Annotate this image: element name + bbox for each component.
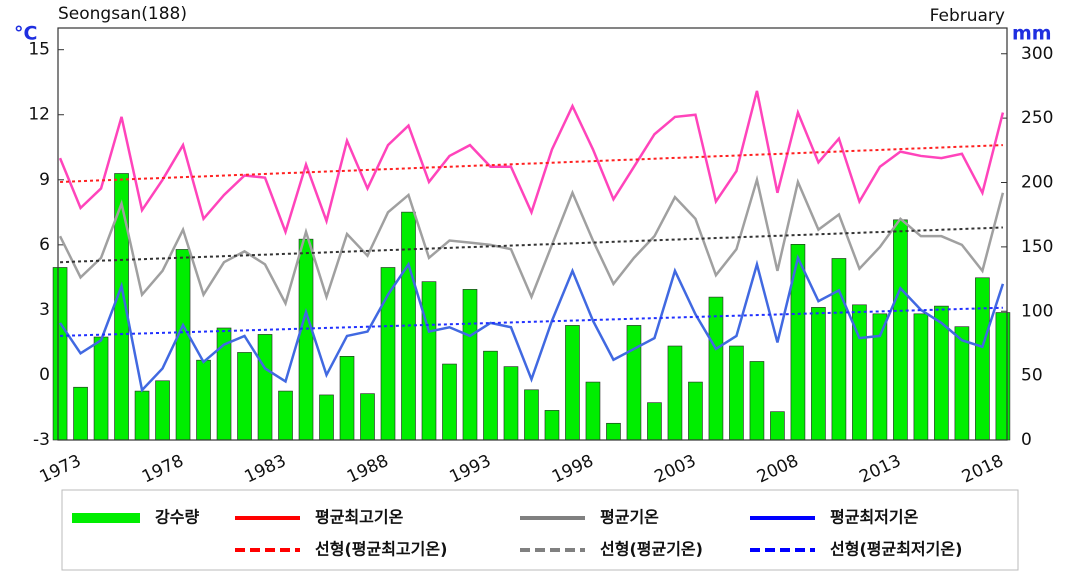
bar <box>708 296 724 441</box>
trend-line <box>60 226 1003 264</box>
y-tick-label: 3 <box>39 300 50 320</box>
bar <box>462 289 478 441</box>
legend-label: 선형(평균기온) <box>600 540 703 559</box>
bar <box>749 361 765 441</box>
x-tick-label: 1988 <box>344 451 392 487</box>
y-axis-unit: °C <box>14 23 37 45</box>
bar <box>360 393 375 441</box>
bar <box>442 363 457 441</box>
bar <box>52 267 68 441</box>
bar <box>585 381 601 441</box>
bar <box>811 307 826 441</box>
y2-tick-label: 200 <box>1021 173 1053 193</box>
plot-frame <box>57 27 1008 441</box>
y2-tick-label: 300 <box>1021 44 1053 64</box>
bar <box>647 402 662 441</box>
bar <box>339 356 355 441</box>
trend-line <box>60 144 1003 183</box>
y2-tick-label: 250 <box>1021 108 1053 128</box>
bar <box>626 325 642 441</box>
bar <box>155 380 170 441</box>
bar <box>196 359 211 441</box>
y2-tick-label: 50 <box>1021 366 1043 386</box>
legend-label: 선형(평균최고기온) <box>315 540 447 559</box>
trend-line <box>60 306 1003 337</box>
chart-subtitle: February <box>930 6 1005 26</box>
y-tick-label: 9 <box>39 170 50 190</box>
legend-swatch <box>72 513 140 523</box>
bar <box>93 336 109 441</box>
y-tick-label: 0 <box>39 365 50 385</box>
bar <box>483 350 498 441</box>
x-tick-label: 2018 <box>959 451 1007 487</box>
x-tick-label: 2008 <box>754 451 802 487</box>
legend-label: 평균기온 <box>600 508 659 527</box>
bar <box>606 422 621 441</box>
y-tick-label: 6 <box>39 235 50 255</box>
legend-label: 강수량 <box>155 508 199 527</box>
legend-box <box>61 489 1019 571</box>
y2-axis-unit: mm <box>1012 23 1052 45</box>
bar <box>995 312 1011 441</box>
bar <box>565 325 580 441</box>
bar <box>667 345 683 441</box>
bar <box>278 390 293 441</box>
y-tick-label: 12 <box>28 105 50 125</box>
bar <box>503 366 519 441</box>
bar <box>688 381 703 441</box>
bar <box>73 386 88 441</box>
y-tick-label: 15 <box>28 40 50 60</box>
x-tick-label: 1973 <box>37 451 85 487</box>
bar <box>831 258 847 441</box>
bar <box>237 352 252 441</box>
bar <box>175 249 191 441</box>
chart-title: Seongsan(188) <box>58 4 187 24</box>
legend-label: 평균최고기온 <box>315 508 404 527</box>
legend-label: 선형(평균최저기온) <box>830 540 962 559</box>
bar <box>134 390 150 441</box>
bar <box>954 326 970 441</box>
bar <box>298 238 314 441</box>
bar <box>544 410 560 441</box>
bar <box>893 219 908 441</box>
bar <box>257 334 273 441</box>
legend-label: 평균최저기온 <box>830 508 919 527</box>
y2-tick-label: 0 <box>1021 430 1032 450</box>
x-tick-label: 2003 <box>652 451 700 487</box>
y-tick-label: -3 <box>33 430 50 450</box>
x-tick-label: 1978 <box>139 451 187 487</box>
bar <box>770 411 785 441</box>
bar <box>524 389 539 441</box>
line <box>59 254 1005 393</box>
x-tick-label: 1983 <box>242 451 290 487</box>
bar <box>729 345 744 441</box>
y2-tick-label: 100 <box>1021 301 1053 321</box>
bar <box>421 281 437 441</box>
y2-tick-label: 150 <box>1021 237 1053 257</box>
x-tick-label: 1993 <box>447 451 495 487</box>
bar <box>319 394 334 441</box>
bar <box>913 313 929 441</box>
bar <box>975 277 990 441</box>
line <box>58 90 1005 236</box>
x-tick-label: 1998 <box>549 451 597 487</box>
x-tick-label: 2013 <box>856 451 904 487</box>
